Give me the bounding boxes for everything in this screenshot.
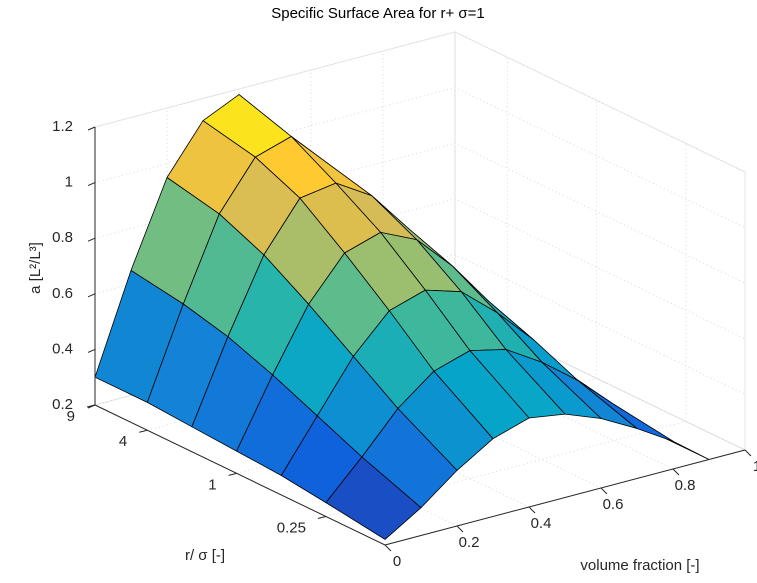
z-tick-label: 0.4 xyxy=(52,340,73,357)
z-tick xyxy=(87,237,96,242)
surface-face xyxy=(325,456,422,540)
surface xyxy=(94,94,710,540)
y-tick-label: 0.25 xyxy=(277,519,306,536)
x-tick-label: 0.6 xyxy=(603,496,624,513)
z-tick-label: 0.2 xyxy=(52,396,73,413)
y-tick-label: 9 xyxy=(67,408,75,425)
x-axis xyxy=(384,449,746,546)
y-axis xyxy=(94,404,386,546)
z-tick-label: 0.6 xyxy=(52,285,73,302)
y-tick-label: 1 xyxy=(208,476,216,493)
y-tick-label: 4 xyxy=(119,433,127,450)
z-tick xyxy=(87,182,96,187)
x-tick-label: 0.2 xyxy=(459,534,480,551)
y-tick xyxy=(317,516,327,519)
z-tick-label: 1 xyxy=(65,174,73,191)
z-tick-label: 1.2 xyxy=(52,118,73,135)
y-axis-label: r/ σ [-] xyxy=(185,547,225,564)
x-tick-label: 1 xyxy=(753,458,757,475)
x-tick xyxy=(600,487,608,495)
x-tick xyxy=(384,544,392,552)
x-tick-label: 0 xyxy=(393,553,401,570)
axes: 0.2 0.4 0.6 0.8 1 1.2 0.25 1 4 9 0 0.2 0.4 0.6 0.8 1 xyxy=(52,118,757,570)
x-tick xyxy=(744,449,752,457)
z-axis-label: a [L²/L³] xyxy=(27,242,44,294)
x-tick xyxy=(456,525,464,533)
z-tick-label: 0.8 xyxy=(52,229,73,246)
x-tick-label: 0.8 xyxy=(675,477,696,494)
z-tick xyxy=(87,348,96,353)
z-tick xyxy=(87,126,96,131)
y-tick xyxy=(86,404,96,408)
chart-title: Specific Surface Area for r+ σ=1 xyxy=(271,5,485,22)
z-tick xyxy=(87,293,96,298)
x-tick-label: 0.4 xyxy=(531,515,552,532)
x-axis-label: volume fraction [-] xyxy=(580,557,699,574)
grid-line xyxy=(325,143,687,517)
y-tick xyxy=(139,429,148,433)
y-tick xyxy=(228,472,237,476)
x-tick xyxy=(672,468,680,476)
x-tick xyxy=(528,506,536,514)
